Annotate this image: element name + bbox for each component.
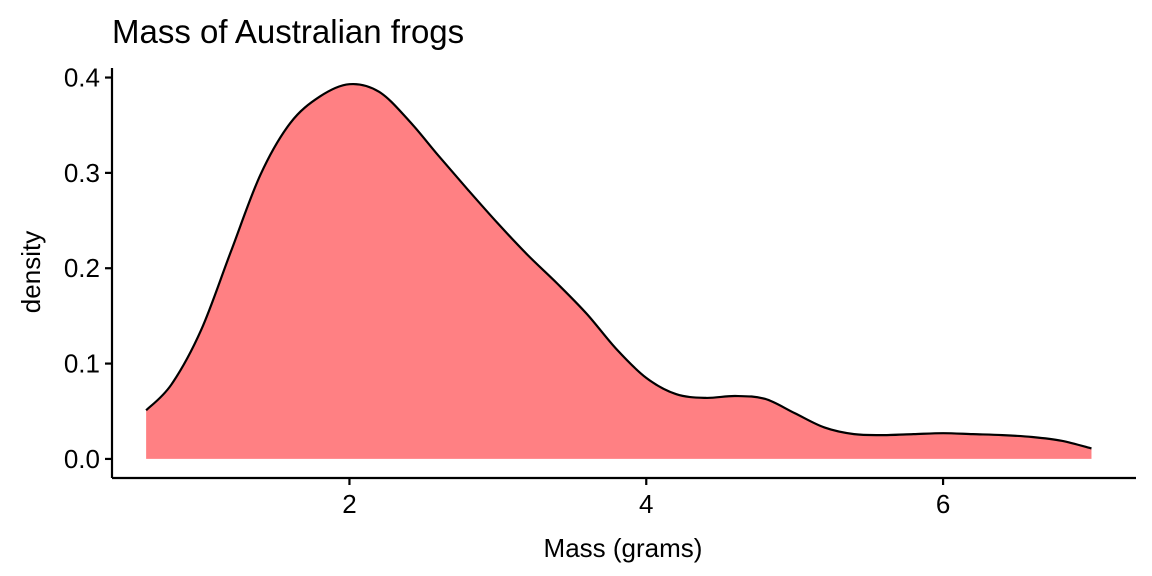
y-tick-label: 0.1 xyxy=(64,349,100,379)
y-tick-label: 0.0 xyxy=(64,444,100,474)
x-axis-title: Mass (grams) xyxy=(544,533,703,563)
x-tick-label: 4 xyxy=(639,489,653,519)
chart-title: Mass of Australian frogs xyxy=(112,13,464,50)
y-tick-label: 0.2 xyxy=(64,253,100,283)
density-area xyxy=(146,84,1092,459)
density-curve xyxy=(145,82,1092,450)
y-tick-label: 0.4 xyxy=(64,63,100,93)
plot-area: 0.0 0.1 0.2 0.3 0.4 2 4 6 xyxy=(64,63,1136,519)
x-tick-label: 2 xyxy=(342,489,356,519)
y-tick-label: 0.3 xyxy=(64,158,100,188)
x-tick-label: 6 xyxy=(936,489,950,519)
y-axis-title: density xyxy=(16,231,46,313)
